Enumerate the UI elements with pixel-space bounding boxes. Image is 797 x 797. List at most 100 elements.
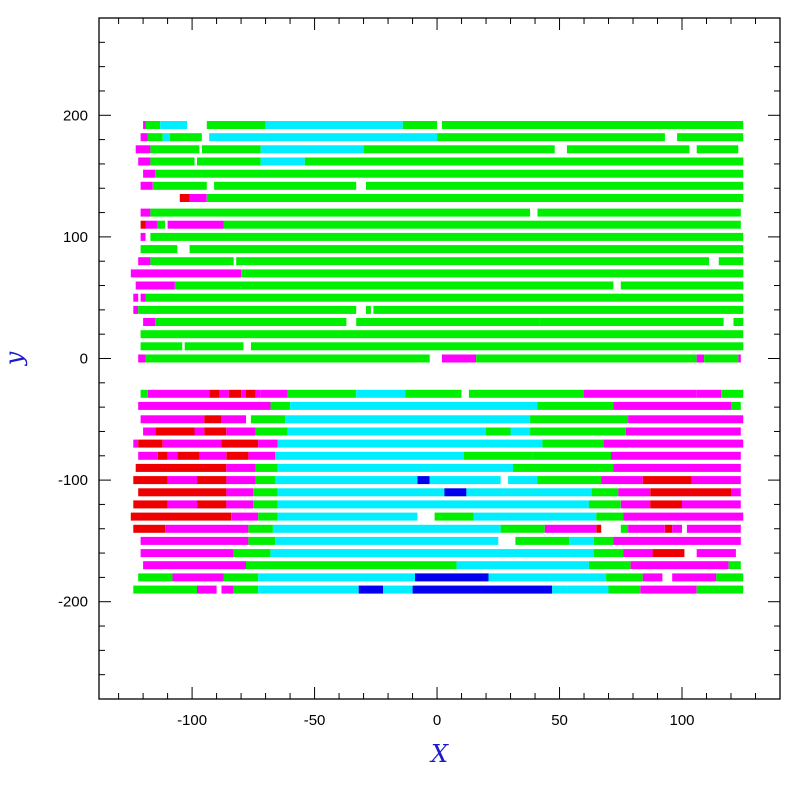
- x-tick-label: 50: [551, 712, 568, 729]
- segment-bar: [138, 439, 163, 448]
- segment-bar: [133, 524, 166, 533]
- segment-bar: [716, 573, 744, 582]
- segment-bar: [412, 585, 553, 594]
- plot-area: [130, 121, 744, 594]
- segment-bar: [174, 281, 614, 290]
- segment-bar: [682, 500, 741, 509]
- segment-bar: [686, 524, 741, 533]
- segment-bar: [140, 232, 146, 241]
- segment-bar: [721, 389, 744, 398]
- segment-bar: [473, 512, 597, 521]
- segment-bar: [593, 536, 614, 545]
- segment-bar: [150, 257, 234, 266]
- segment-bar: [539, 318, 724, 326]
- segment-bar: [508, 476, 538, 485]
- y-tick-label: 200: [63, 107, 88, 124]
- segment-bar: [696, 354, 704, 363]
- segment-bar: [138, 257, 151, 266]
- segment-bar: [148, 389, 210, 398]
- segment-bar: [206, 194, 744, 202]
- segment-bar: [696, 585, 744, 594]
- segment-bar: [138, 354, 146, 363]
- y-tick-label: -200: [58, 594, 88, 611]
- segment-bar: [260, 389, 288, 398]
- segment-bar: [429, 476, 501, 485]
- segment-bar: [248, 536, 276, 545]
- segment-bar: [157, 451, 168, 460]
- segment-bar: [241, 389, 246, 398]
- segment-bar: [170, 133, 202, 142]
- segment-bar: [584, 389, 697, 398]
- segment-bar: [233, 549, 271, 558]
- segment-bar: [260, 157, 305, 166]
- segment-bar: [206, 121, 266, 129]
- segment-bar: [223, 573, 259, 582]
- segment-bar: [138, 305, 357, 314]
- segment-bar: [145, 293, 744, 302]
- segment-bar: [155, 427, 195, 436]
- segment-bar: [625, 427, 741, 436]
- segment-bar: [696, 389, 722, 398]
- segment-bar: [248, 451, 276, 460]
- segment-bar: [167, 451, 178, 460]
- segment-bar: [150, 157, 195, 166]
- segment-bar: [143, 169, 156, 178]
- segment-bar: [258, 573, 415, 582]
- segment-bar: [356, 318, 540, 326]
- segment-bar: [133, 585, 197, 594]
- segment-bar: [613, 401, 731, 410]
- segment-bar: [221, 415, 246, 424]
- segment-bar: [160, 121, 188, 129]
- segment-bar: [162, 439, 222, 448]
- segment-bar: [588, 561, 631, 570]
- segment-bar: [588, 500, 621, 509]
- segment-bar: [363, 145, 555, 154]
- segment-bar: [236, 257, 709, 266]
- segment-bar: [618, 488, 651, 497]
- segment-bar: [165, 524, 249, 533]
- segment-bar: [544, 524, 597, 533]
- segment-bar: [272, 524, 501, 533]
- segment-bar: [275, 451, 464, 460]
- segment-bar: [552, 585, 567, 594]
- segment-bar: [356, 389, 406, 398]
- segment-bar: [201, 145, 261, 154]
- segment-bar: [285, 415, 531, 424]
- segment-bar: [197, 500, 227, 509]
- segment-bar: [630, 561, 729, 570]
- segment-bar: [255, 427, 288, 436]
- segment-bar: [130, 269, 241, 278]
- segment-bar: [603, 439, 744, 448]
- segment-bar: [464, 451, 533, 460]
- segment-bar: [287, 427, 486, 436]
- segment-bar: [140, 181, 153, 190]
- segment-bar: [135, 145, 151, 154]
- segment-bar: [366, 181, 744, 190]
- segment-bar: [255, 463, 278, 472]
- segment-bar: [277, 488, 445, 497]
- segment-bar: [133, 305, 139, 314]
- segment-bar: [133, 293, 139, 302]
- segment-bar: [143, 318, 156, 326]
- x-tick-label: -100: [177, 712, 207, 729]
- segment-bar: [434, 512, 474, 521]
- segment-bar: [226, 451, 249, 460]
- segment-bar: [226, 488, 254, 497]
- segment-bar: [253, 488, 278, 497]
- segment-bar: [231, 512, 259, 521]
- segment-bar: [650, 500, 682, 509]
- segment-bar: [287, 389, 357, 398]
- segment-bar: [241, 269, 744, 278]
- segment-bar: [162, 133, 170, 142]
- y-tick-label: 100: [63, 229, 88, 246]
- segment-bar: [184, 342, 244, 351]
- segment-bar: [246, 561, 457, 570]
- segment-bar: [226, 500, 254, 509]
- segment-bar: [456, 561, 589, 570]
- segment-bar: [466, 488, 592, 497]
- segment-bar: [140, 330, 744, 339]
- segment-bar: [138, 451, 158, 460]
- segment-bar: [140, 415, 205, 424]
- segment-bar: [623, 512, 744, 521]
- segment-bar: [253, 500, 278, 509]
